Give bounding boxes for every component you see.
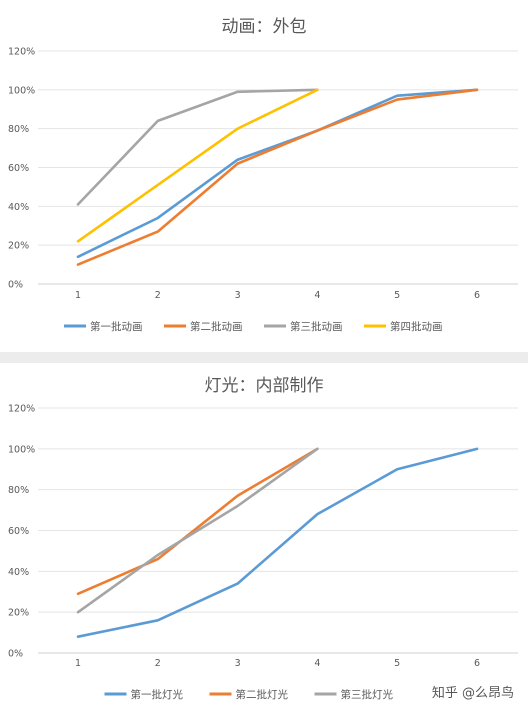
y-tick-label: 100% bbox=[8, 85, 35, 96]
x-tick-label: 4 bbox=[314, 290, 320, 301]
y-tick-label: 120% bbox=[8, 47, 35, 58]
y-tick-label: 100% bbox=[8, 444, 35, 455]
y-tick-label: 20% bbox=[8, 608, 29, 619]
y-tick-label: 80% bbox=[8, 124, 29, 135]
chart-title: 灯光：内部制作 bbox=[204, 376, 324, 396]
panel-divider bbox=[0, 352, 528, 363]
y-tick-label: 120% bbox=[8, 404, 35, 415]
x-tick-label: 6 bbox=[474, 658, 480, 669]
legend-label: 第三批动画 bbox=[290, 320, 343, 333]
legend-label: 第二批灯光 bbox=[236, 688, 289, 701]
y-tick-label: 20% bbox=[8, 241, 29, 252]
x-tick-label: 4 bbox=[314, 658, 320, 669]
y-tick-label: 0% bbox=[8, 280, 23, 291]
series-line bbox=[76, 447, 319, 596]
x-tick-label: 6 bbox=[474, 290, 480, 301]
legend-label: 第一批灯光 bbox=[131, 688, 184, 701]
x-tick-label: 5 bbox=[394, 290, 400, 301]
x-tick-label: 5 bbox=[394, 658, 400, 669]
lighting-line-chart: 0% 20% 40% 60% 80% 100% 120% 1 2 3 4 5 6 第一批灯光 第二批灯光 第三… bbox=[8, 404, 518, 701]
watermark: 知乎 @么昂鸟 bbox=[431, 686, 514, 701]
x-tick-label: 1 bbox=[75, 658, 81, 669]
legend-label: 第一批动画 bbox=[90, 320, 143, 333]
legend-label: 第二批动画 bbox=[190, 320, 243, 333]
y-tick-label: 40% bbox=[8, 567, 29, 578]
chart-title: 动画：外包 bbox=[221, 17, 307, 37]
series-line bbox=[76, 88, 479, 259]
lighting-inhouse-chart-panel: 灯光：内部制作 0% 20% 40% 60% 80% 100% 120% 1 2 3 4 5 6 第一批灯… bbox=[0, 363, 528, 715]
legend-label: 第四批动画 bbox=[390, 320, 443, 333]
legend-label: 第三批灯光 bbox=[341, 688, 394, 701]
x-tick-label: 2 bbox=[155, 290, 161, 301]
animation-line-chart: 0% 20% 40% 60% 80% 100% 120% 1 2 3 4 5 6 第一批动画 第二批动画 第三… bbox=[8, 47, 518, 333]
animation-outsource-chart-panel: 动画：外包 0% 20% 40% 60% 80% 100% 120% 1 2 3 4 5 6 第一批动画 第… bbox=[0, 0, 528, 352]
y-tick-label: 40% bbox=[8, 202, 29, 213]
x-tick-label: 2 bbox=[155, 658, 161, 669]
series-line bbox=[76, 447, 479, 638]
y-tick-label: 0% bbox=[8, 649, 23, 660]
x-tick-label: 3 bbox=[235, 658, 241, 669]
series-line bbox=[76, 88, 319, 243]
series-line bbox=[76, 447, 319, 614]
y-tick-label: 80% bbox=[8, 485, 29, 496]
series-line bbox=[76, 88, 319, 206]
y-tick-label: 60% bbox=[8, 163, 29, 174]
y-tick-label: 60% bbox=[8, 526, 29, 537]
x-tick-label: 1 bbox=[75, 290, 81, 301]
series-line bbox=[76, 88, 479, 266]
x-tick-label: 3 bbox=[235, 290, 241, 301]
